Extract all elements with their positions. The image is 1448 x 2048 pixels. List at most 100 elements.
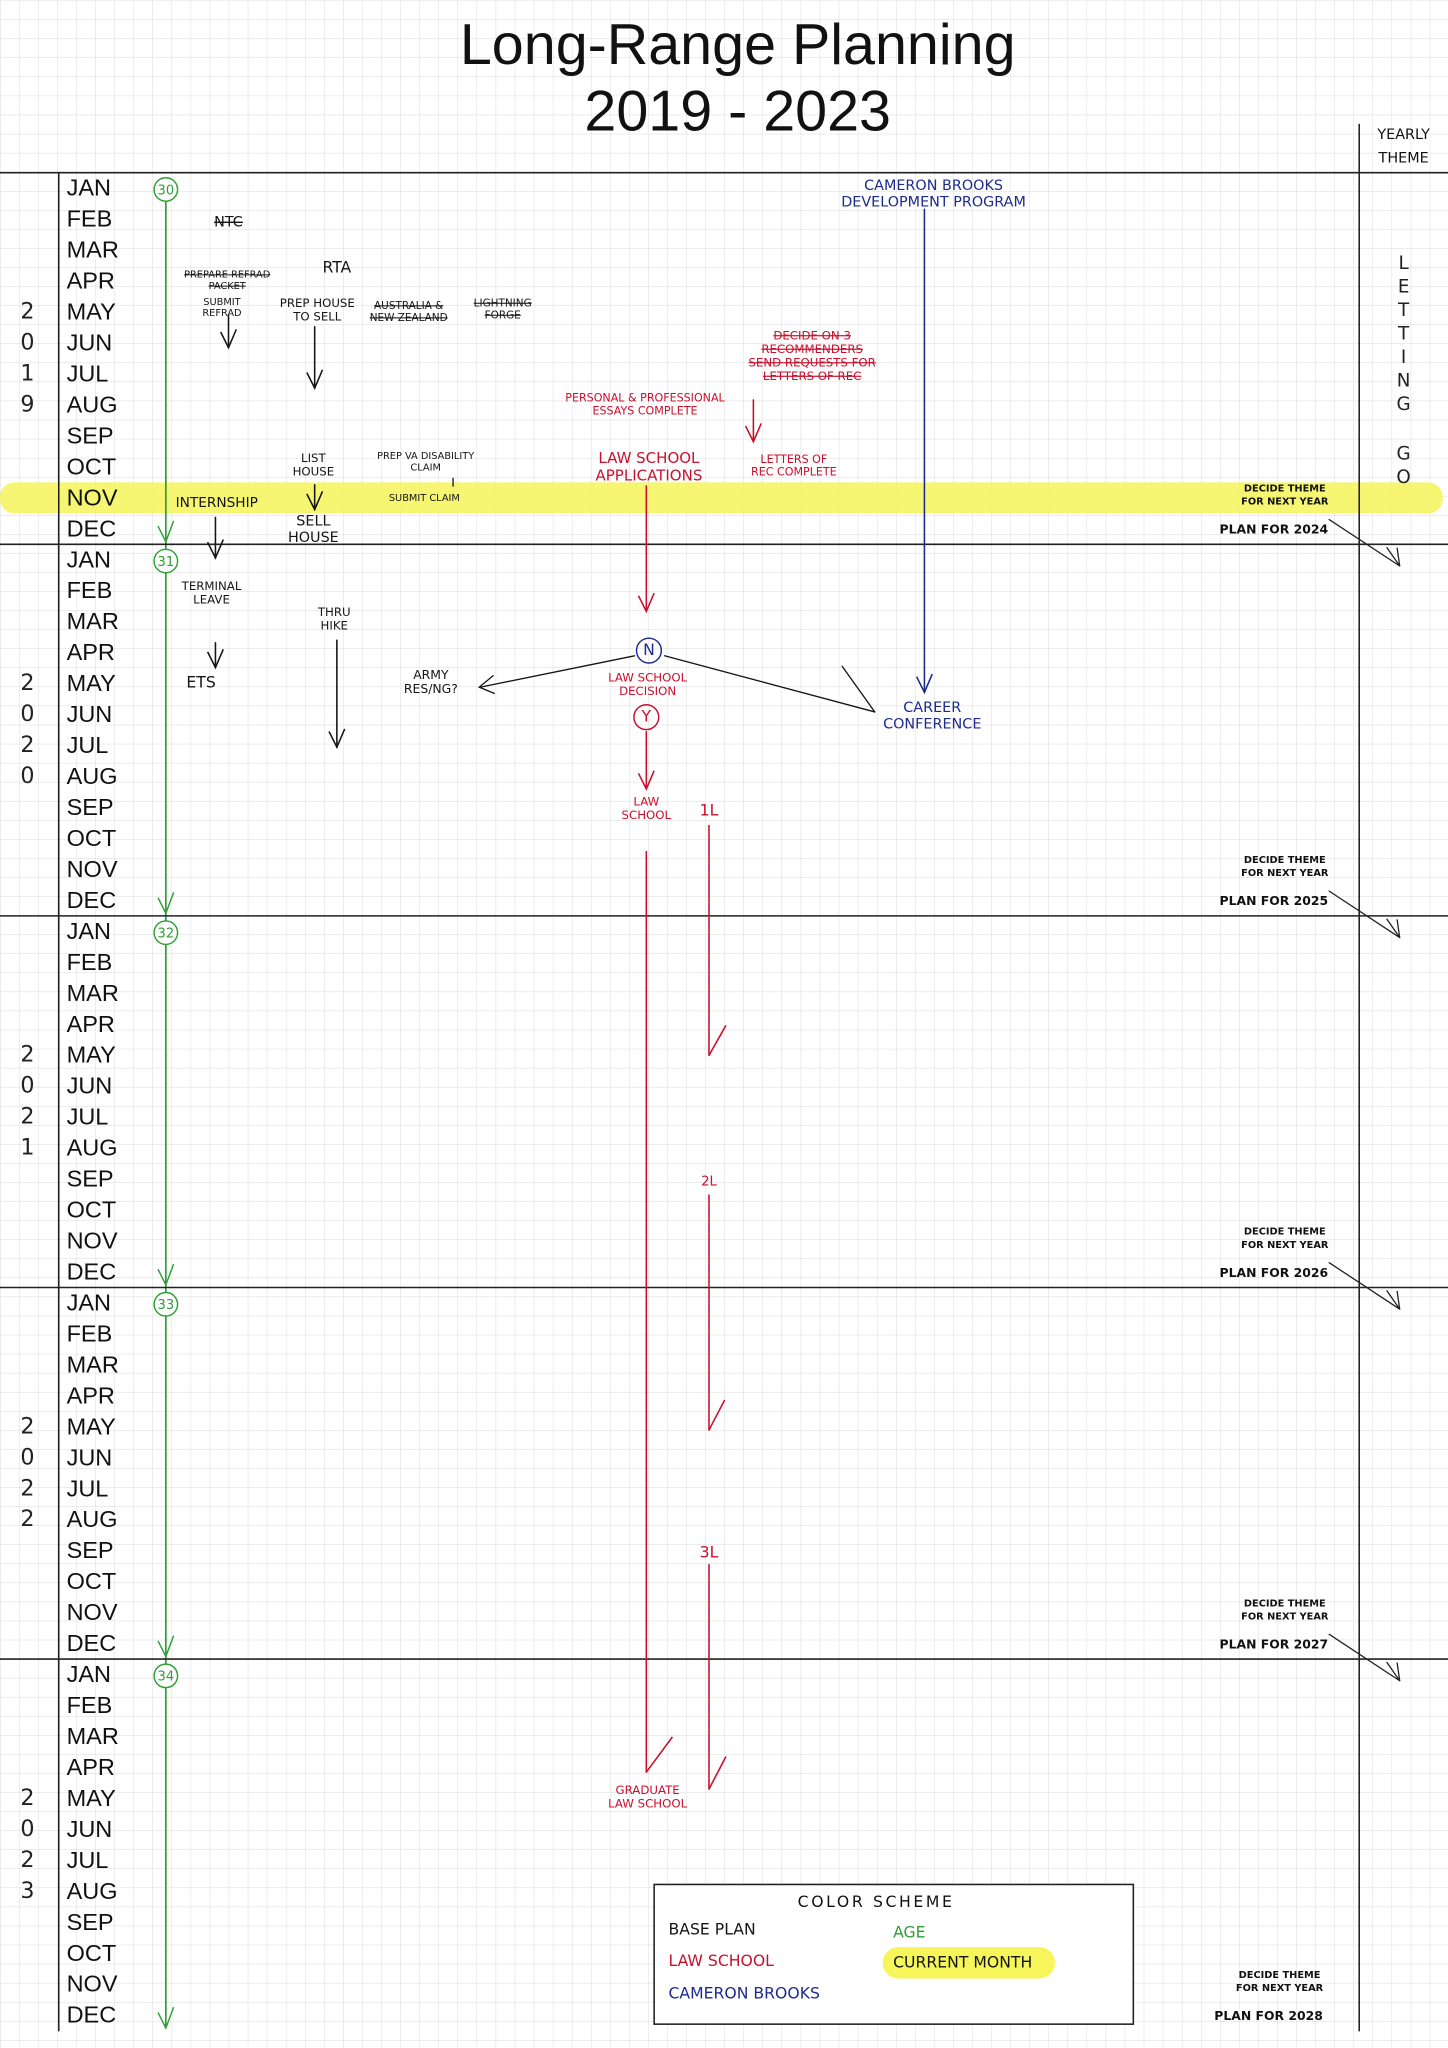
age-circle [153, 1291, 179, 1317]
legend-item: CAMERON BROOKS [669, 1984, 820, 2003]
annotation: DEVELOPMENT PROGRAM [841, 194, 1026, 210]
month-label: JAN [67, 175, 111, 201]
plan-label: PLAN FOR 2025 [1220, 893, 1329, 908]
legend-item: CURRENT MONTH [893, 1952, 1032, 1971]
month-label: MAR [67, 1351, 119, 1377]
theme-reminder: DECIDE THEME [1244, 1598, 1326, 1609]
plan-arrow [1328, 1262, 1401, 1310]
month-label: AUG [67, 1506, 118, 1532]
age-label: 31 [158, 555, 175, 570]
annotation: LAW [633, 795, 659, 809]
month-label: MAY [67, 670, 117, 696]
month-label: DEC [67, 515, 117, 541]
month-label: JAN [67, 1289, 111, 1315]
year-digit: 2 [20, 1847, 34, 1873]
legend-title: COLOR SCHEME [798, 1892, 955, 1911]
year-digit: 0 [20, 1816, 34, 1842]
plan-label: PLAN FOR 2024 [1220, 522, 1329, 537]
annotation: RTA [322, 258, 351, 277]
annotation-circle [635, 637, 663, 664]
month-label: MAY [67, 299, 117, 325]
month-label: DEC [67, 1630, 117, 1656]
year-digit: 3 [20, 1878, 34, 1904]
month-label: APR [67, 1754, 115, 1780]
year-digit: 2 [20, 1506, 34, 1532]
month-label: SEP [67, 1537, 114, 1563]
month-label: JAN [67, 1661, 111, 1687]
month-label: JUL [67, 732, 109, 758]
age-circle [153, 177, 179, 202]
current-month-highlight [0, 482, 1443, 514]
annotation: LAW SCHOOL [608, 670, 688, 684]
annotation: CAMERON BROOKS [864, 178, 1003, 194]
arrow-head [206, 648, 224, 670]
age-tick [157, 892, 175, 916]
month-label: MAR [67, 608, 119, 634]
annotation: 3L [700, 1542, 719, 1561]
annotation: HIKE [321, 619, 348, 633]
theme-letter: G [1397, 444, 1411, 465]
annotation: DECIDE ON 3 [773, 328, 851, 342]
month-label: NOV [67, 484, 118, 510]
annotation: FORGE [485, 309, 521, 321]
year-digit: 0 [20, 330, 34, 356]
theme-reminder: FOR NEXT YEAR [1241, 1240, 1329, 1251]
month-label: DEC [67, 2002, 117, 2028]
annotation: LAW SCHOOL [608, 1796, 688, 1810]
annotation: ARMY [413, 667, 449, 682]
annotation: LETTERS OF [760, 453, 827, 466]
year-digit: 2 [20, 1785, 34, 1811]
month-label: JAN [67, 918, 111, 944]
plan-label: PLAN FOR 2028 [1214, 2008, 1323, 2023]
annotation: TO SELL [292, 309, 342, 323]
month-label: FEB [67, 206, 113, 232]
annotation: PACKET [209, 281, 246, 292]
legend-item: AGE [893, 1922, 925, 1941]
month-label: MAR [67, 980, 119, 1006]
arrow-head [219, 329, 238, 350]
theme-letter: T [1397, 300, 1410, 321]
month-label: AUG [67, 1878, 118, 1904]
age-tick [157, 1263, 175, 1287]
theme-reminder: FOR NEXT YEAR [1241, 868, 1329, 879]
theme-header: YEARLY [1376, 127, 1430, 143]
month-label: DEC [67, 887, 117, 913]
year-digit: 0 [20, 1444, 34, 1470]
arrow-head [708, 1399, 726, 1431]
title-line: 2019 - 2023 [584, 79, 891, 143]
month-label: SEP [67, 1909, 114, 1935]
month-label: APR [67, 1382, 115, 1408]
annotation: PREP VA DISABILITY [377, 451, 474, 462]
month-label: OCT [67, 825, 117, 851]
month-label: OCT [67, 1568, 117, 1594]
age-tick [157, 520, 175, 544]
age-tick [157, 2006, 175, 2030]
month-label: APR [67, 1011, 115, 1037]
legend-item: LAW SCHOOL [669, 1951, 775, 1970]
annotation: LIGHTNING [474, 297, 532, 309]
month-label: FEB [67, 949, 113, 975]
month-label: MAY [67, 1413, 117, 1439]
annotation: CAREER [903, 700, 961, 716]
age-label: 34 [158, 1670, 175, 1685]
month-label: MAR [67, 237, 119, 263]
legend-item: BASE PLAN [669, 1920, 756, 1939]
month-label: APR [67, 639, 115, 665]
month-label: JAN [67, 546, 111, 572]
month-label: DEC [67, 1259, 117, 1285]
arrow-head [708, 1024, 727, 1056]
annotation: RES/NG? [404, 681, 458, 696]
annotation: LIST [301, 451, 326, 465]
year-digit: 2 [20, 299, 34, 325]
year-digit: 2 [20, 732, 34, 758]
title-line: Long-Range Planning [460, 13, 1016, 77]
annotation: SEND REQUESTS FOR [748, 355, 875, 369]
theme-header: THEME [1378, 150, 1429, 166]
annotation: PREPARE REFRAD [184, 270, 270, 281]
annotation: PREP HOUSE [280, 296, 355, 310]
theme-reminder: DECIDE THEME [1244, 484, 1326, 495]
month-label: FEB [67, 1692, 113, 1718]
arrow-head [744, 423, 762, 444]
arrow-head [206, 539, 224, 560]
